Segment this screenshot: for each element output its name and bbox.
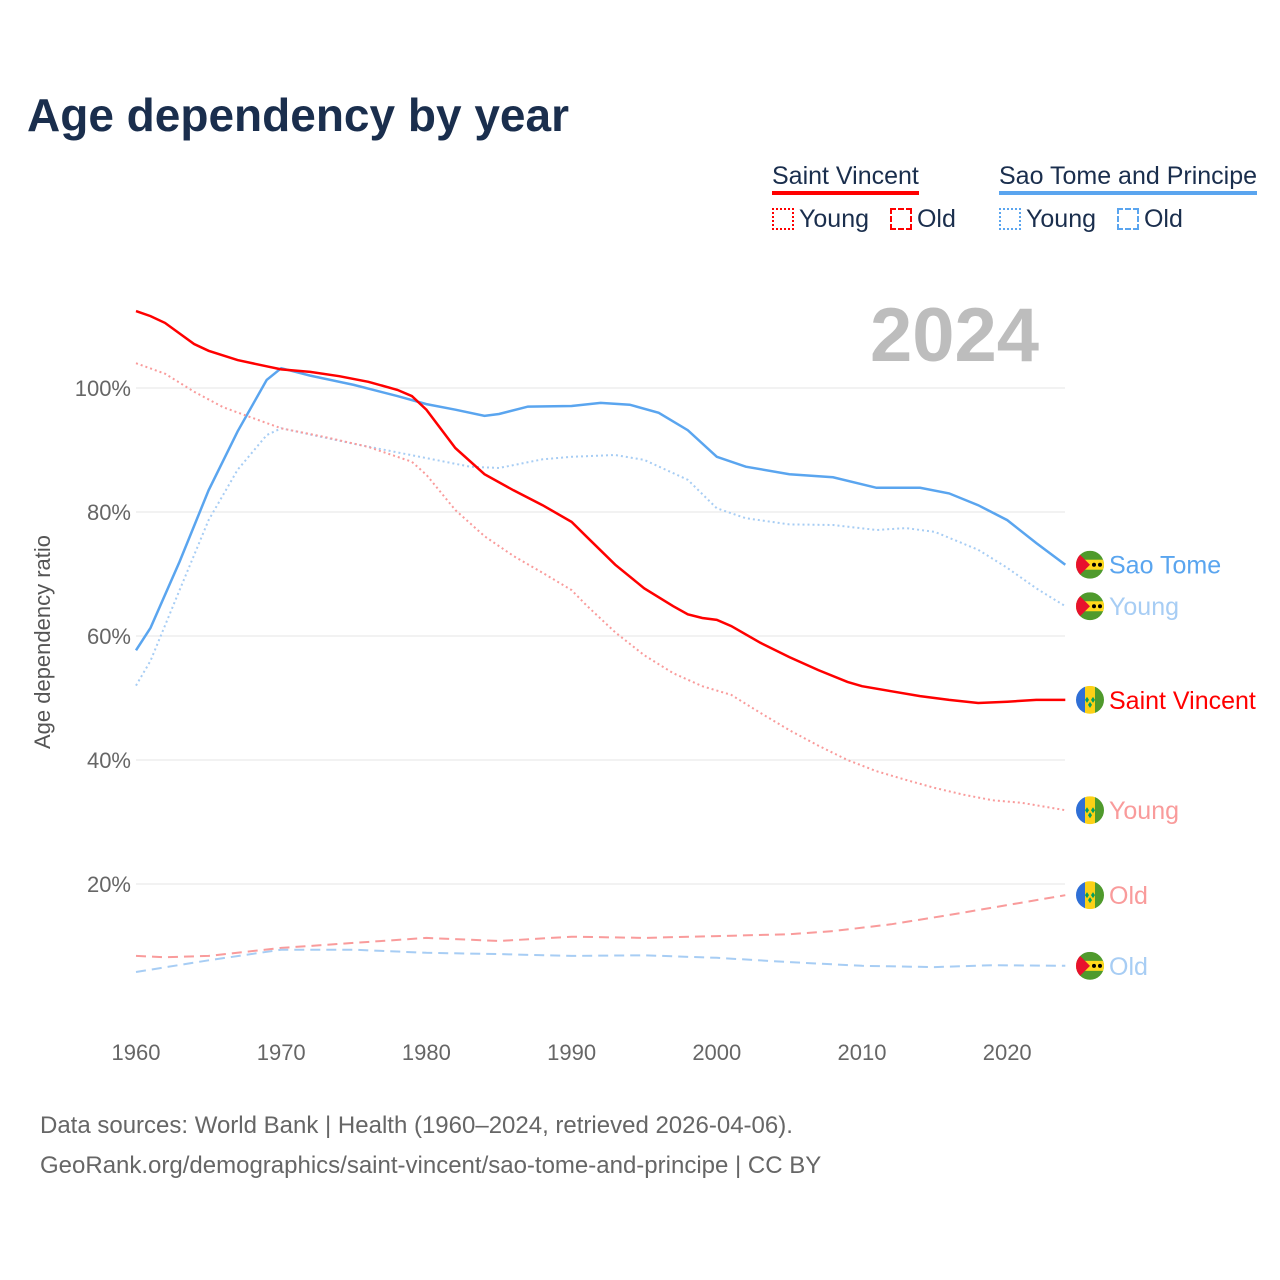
dashed-swatch-icon xyxy=(889,208,912,230)
flag-diamond xyxy=(1088,812,1092,819)
flag-diamond xyxy=(1085,892,1089,899)
flag-red-triangle xyxy=(1076,592,1090,621)
flag-diamond xyxy=(1085,696,1089,703)
flag-green xyxy=(1095,796,1104,825)
flag xyxy=(1076,881,1104,910)
flag-blue xyxy=(1076,881,1085,910)
series-end-label: Saint Vincent xyxy=(1109,687,1256,715)
flag-star xyxy=(1098,963,1102,968)
series-line-saint-vincent-young xyxy=(135,362,1066,812)
flag-diamond xyxy=(1088,701,1092,708)
x-tick-label: 1980 xyxy=(402,1040,451,1065)
saint-vincent-flag-icon xyxy=(1076,881,1104,910)
flag-yellow xyxy=(1085,685,1095,714)
saint-vincent-flag-icon xyxy=(1076,796,1104,825)
flag-star xyxy=(1092,963,1096,968)
dotted-swatch-icon xyxy=(772,208,794,230)
dotted-swatch-icon xyxy=(999,208,1021,230)
y-tick-label: 40% xyxy=(87,748,131,773)
flag-diamond xyxy=(1085,807,1089,814)
flag-green xyxy=(1095,881,1104,910)
series-line-sao-tome xyxy=(134,366,1067,651)
x-tick-label: 1970 xyxy=(257,1040,306,1065)
chart-title: Age dependency by year xyxy=(27,89,569,141)
legend-group-title: Saint Vincent xyxy=(772,162,919,195)
flag-blue xyxy=(1076,685,1085,714)
sao-tome-flag-icon xyxy=(1076,550,1104,579)
flag xyxy=(1076,951,1104,980)
y-tick-label: 100% xyxy=(75,376,131,401)
series-line-saint-vincent xyxy=(135,309,1066,705)
series-end-label: Old xyxy=(1109,953,1148,981)
flag-diamond xyxy=(1091,696,1095,703)
flag-blue xyxy=(1076,796,1085,825)
flag xyxy=(1076,685,1104,714)
legend-items-saint-vincent: Young Old xyxy=(772,205,956,234)
legend-item-young: Young xyxy=(799,205,869,233)
sao-tome-flag-icon xyxy=(1076,592,1104,621)
y-tick-label: 80% xyxy=(87,500,131,525)
series-line-saint-vincent-old xyxy=(135,894,1066,959)
flag xyxy=(1076,796,1104,825)
series-end-label: Old xyxy=(1109,882,1148,910)
flag-star xyxy=(1092,604,1096,609)
legend-item-old: Old xyxy=(916,205,956,233)
x-tick-label: 1990 xyxy=(547,1040,596,1065)
legend-items-sao-tome: Young Old xyxy=(999,205,1183,234)
source-line-1: Data sources: World Bank | Health (1960–… xyxy=(40,1112,793,1139)
flag-yellow xyxy=(1085,881,1095,910)
series-line-sao-tome-old xyxy=(135,948,1066,973)
source-line-2: GeoRank.org/demographics/saint-vincent/s… xyxy=(40,1152,822,1179)
flag-red-triangle xyxy=(1076,951,1090,980)
legend-item-old: Old xyxy=(1143,205,1183,233)
source-note: Data sources: World Bank | Health (1960–… xyxy=(40,1106,821,1186)
y-axis-label: Age dependency ratio xyxy=(30,535,55,749)
legend-item-young: Young xyxy=(1026,205,1096,233)
flag-diamond xyxy=(1088,897,1092,904)
flag-diamond xyxy=(1091,807,1095,814)
flag-green xyxy=(1095,685,1104,714)
sao-tome-flag-icon xyxy=(1076,951,1104,980)
series-end-label: Young xyxy=(1109,797,1179,825)
x-tick-label: 2000 xyxy=(692,1040,741,1065)
y-tick-label: 60% xyxy=(87,624,131,649)
x-tick-label: 2010 xyxy=(838,1040,887,1065)
flag-star xyxy=(1098,604,1102,609)
y-tick-label: 20% xyxy=(87,872,131,897)
x-tick-label: 2020 xyxy=(983,1040,1032,1065)
flag-star xyxy=(1092,562,1096,567)
flag-star xyxy=(1098,562,1102,567)
flag-diamond xyxy=(1091,892,1095,899)
legend-group-title: Sao Tome and Principe xyxy=(999,162,1258,195)
legend-group-saint-vincent: Saint Vincent xyxy=(772,162,919,195)
flag xyxy=(1076,550,1104,579)
dashed-swatch-icon xyxy=(1116,208,1139,230)
series-end-label: Young xyxy=(1109,593,1179,621)
year-label: 2024 xyxy=(870,293,1040,378)
saint-vincent-flag-icon xyxy=(1076,685,1104,714)
flag xyxy=(1076,592,1104,621)
flag-yellow xyxy=(1085,796,1095,825)
legend-group-sao-tome: Sao Tome and Principe xyxy=(999,162,1258,195)
x-tick-label: 1960 xyxy=(112,1040,161,1065)
series-line-sao-tome-young xyxy=(135,427,1066,687)
flag-red-triangle xyxy=(1076,550,1090,579)
series-end-label: Sao Tome xyxy=(1109,552,1221,580)
